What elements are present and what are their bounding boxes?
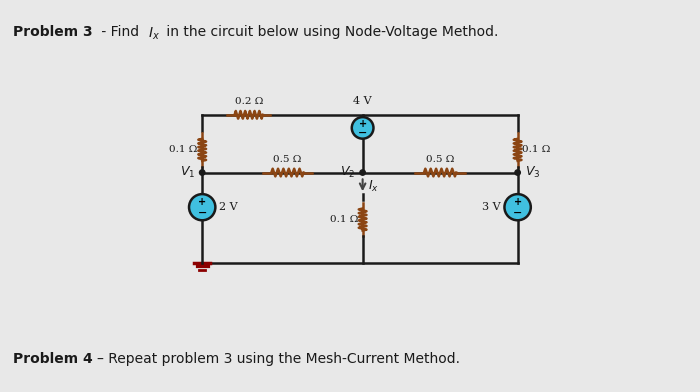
Text: 4 V: 4 V: [354, 96, 372, 106]
Text: 0.1 Ω: 0.1 Ω: [169, 145, 197, 154]
Text: +: +: [514, 197, 522, 207]
Text: 0.2 Ω: 0.2 Ω: [234, 97, 263, 106]
Text: $V_1$: $V_1$: [180, 165, 195, 180]
Circle shape: [199, 170, 205, 175]
Text: 0.1 Ω: 0.1 Ω: [522, 145, 551, 154]
Text: Problem 4: Problem 4: [13, 352, 92, 366]
Circle shape: [505, 194, 531, 220]
Text: −: −: [513, 208, 522, 218]
Text: $I_x$: $I_x$: [148, 25, 160, 42]
Text: +: +: [198, 197, 206, 207]
Text: −: −: [197, 208, 207, 218]
Text: $V_3$: $V_3$: [524, 165, 540, 180]
Circle shape: [515, 170, 520, 175]
Text: 2 V: 2 V: [219, 202, 238, 212]
Text: $V_2$: $V_2$: [340, 165, 356, 180]
Text: $I_x$: $I_x$: [368, 179, 379, 194]
Text: 3 V: 3 V: [482, 202, 500, 212]
Circle shape: [360, 170, 365, 175]
Text: – Repeat problem 3 using the Mesh-Current Method.: – Repeat problem 3 using the Mesh-Curren…: [97, 352, 461, 366]
Text: Problem 3: Problem 3: [13, 25, 92, 40]
Text: 0.5 Ω: 0.5 Ω: [426, 155, 454, 164]
Circle shape: [352, 117, 374, 139]
Text: in the circuit below using Node-Voltage Method.: in the circuit below using Node-Voltage …: [162, 25, 499, 40]
Text: −: −: [358, 128, 368, 138]
Text: 0.5 Ω: 0.5 Ω: [273, 155, 302, 164]
Text: 0.1 Ω: 0.1 Ω: [330, 215, 358, 224]
Text: +: +: [358, 119, 367, 129]
Text: - Find: - Find: [97, 25, 144, 40]
Circle shape: [189, 194, 216, 220]
